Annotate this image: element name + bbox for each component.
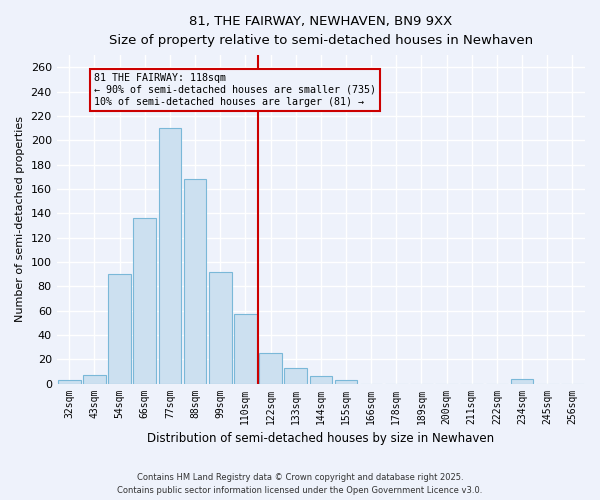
Bar xyxy=(284,368,307,384)
Text: Contains HM Land Registry data © Crown copyright and database right 2025.
Contai: Contains HM Land Registry data © Crown c… xyxy=(118,474,482,495)
Bar xyxy=(335,380,358,384)
Bar xyxy=(184,179,206,384)
Y-axis label: Number of semi-detached properties: Number of semi-detached properties xyxy=(15,116,25,322)
Bar xyxy=(209,272,232,384)
Bar xyxy=(511,378,533,384)
Title: 81, THE FAIRWAY, NEWHAVEN, BN9 9XX
Size of property relative to semi-detached ho: 81, THE FAIRWAY, NEWHAVEN, BN9 9XX Size … xyxy=(109,15,533,47)
X-axis label: Distribution of semi-detached houses by size in Newhaven: Distribution of semi-detached houses by … xyxy=(147,432,494,445)
Bar xyxy=(133,218,156,384)
Bar xyxy=(83,375,106,384)
Bar xyxy=(310,376,332,384)
Bar xyxy=(58,380,80,384)
Bar xyxy=(234,314,257,384)
Text: 81 THE FAIRWAY: 118sqm
← 90% of semi-detached houses are smaller (735)
10% of se: 81 THE FAIRWAY: 118sqm ← 90% of semi-det… xyxy=(94,74,376,106)
Bar xyxy=(259,353,282,384)
Bar xyxy=(108,274,131,384)
Bar xyxy=(158,128,181,384)
